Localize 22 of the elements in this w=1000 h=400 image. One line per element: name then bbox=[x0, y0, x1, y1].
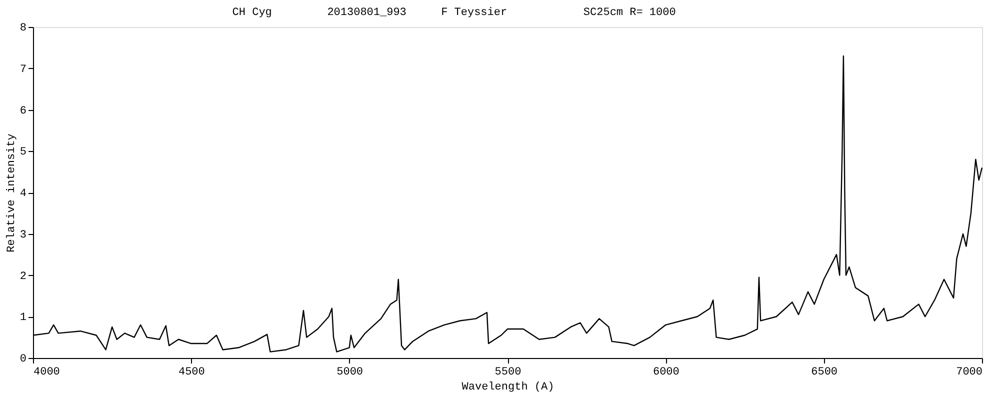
y-tick-label: 2 bbox=[20, 270, 26, 283]
y-tick-label: 1 bbox=[20, 312, 27, 324]
y-tick-label: 7 bbox=[20, 64, 26, 76]
y-tick-label: 4 bbox=[20, 188, 27, 200]
x-tick-label: 4000 bbox=[34, 366, 60, 378]
y-tick-label: 6 bbox=[20, 105, 26, 118]
y-tick-label: 3 bbox=[20, 229, 26, 242]
text: F Teyssier bbox=[441, 7, 508, 19]
y-tick-label: 0 bbox=[20, 354, 26, 366]
x-tick-label: 4500 bbox=[178, 366, 205, 378]
y-axis-title: Relative intensity bbox=[6, 133, 18, 252]
y-tick-label: 8 bbox=[20, 22, 26, 34]
x-tick-label: 5000 bbox=[336, 366, 364, 378]
x-tick-label: 6500 bbox=[811, 366, 838, 378]
x-tick-label: 6000 bbox=[652, 366, 680, 378]
x-axis-title: Wavelength (A) bbox=[462, 382, 554, 394]
text: SC25cm R= 1000 bbox=[583, 7, 676, 19]
y-tick-label: 5 bbox=[20, 146, 26, 159]
chart-title: CH Cyg bbox=[232, 7, 272, 19]
text: 20130801_993 bbox=[327, 7, 406, 19]
x-tick-label: 5500 bbox=[494, 366, 522, 378]
x-tick-label: 7000 bbox=[956, 366, 982, 378]
